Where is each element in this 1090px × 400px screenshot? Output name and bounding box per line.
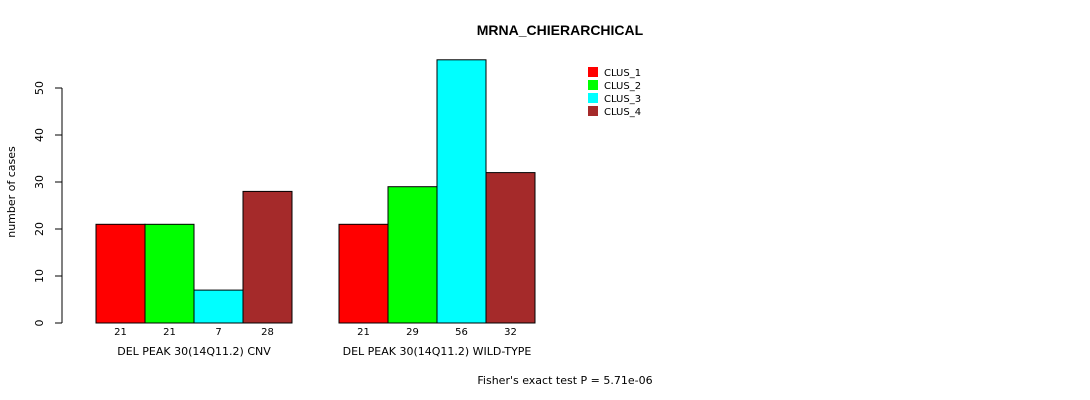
bar — [387, 186, 438, 324]
legend-label: CLUS_3 — [604, 94, 641, 105]
bar — [144, 223, 195, 324]
bar — [485, 172, 536, 324]
legend-swatch — [588, 93, 598, 103]
bar-value-label: 21 — [357, 327, 370, 338]
legend: CLUS_1 CLUS_2 CLUS_3 CLUS_4 — [588, 67, 641, 118]
footnote: Fisher's exact test P = 5.71e-06 — [477, 374, 652, 387]
bar-value-label: 7 — [215, 327, 221, 338]
group-label: DEL PEAK 30(14Q11.2) WILD-TYPE — [343, 345, 532, 358]
bar — [338, 223, 389, 324]
bar — [95, 223, 146, 324]
bar — [193, 289, 244, 324]
bar-value-label: 28 — [261, 327, 274, 338]
y-tick-label: 50 — [33, 81, 46, 95]
group-labels: DEL PEAK 30(14Q11.2) CNV DEL PEAK 30(14Q1… — [117, 345, 531, 358]
bar-value-label: 56 — [455, 327, 468, 338]
legend-label: CLUS_4 — [604, 107, 641, 118]
bar-value-label: 29 — [406, 327, 419, 338]
y-tick-label: 0 — [33, 320, 46, 327]
bar — [242, 190, 293, 324]
bar-value-label: 32 — [504, 327, 517, 338]
legend-label: CLUS_1 — [604, 68, 641, 79]
legend-swatch — [588, 80, 598, 90]
y-tick-label: 20 — [33, 222, 46, 236]
group-label: DEL PEAK 30(14Q11.2) CNV — [117, 345, 271, 358]
bars — [95, 59, 536, 324]
bar — [436, 59, 487, 324]
y-tick-label: 30 — [33, 175, 46, 189]
y-axis: 0 10 20 30 40 50 — [33, 81, 63, 327]
bar-value-label: 21 — [163, 327, 176, 338]
bar-value-label: 21 — [114, 327, 127, 338]
legend-swatch — [588, 67, 598, 77]
y-tick-label: 10 — [33, 269, 46, 283]
y-axis-label: number of cases — [5, 146, 18, 238]
chart-title: MRNA_CHIERARCHICAL — [477, 22, 644, 38]
y-tick-label: 40 — [33, 128, 46, 142]
legend-swatch — [588, 106, 598, 116]
legend-label: CLUS_2 — [604, 81, 641, 92]
bar-labels: 21 21 7 28 21 29 56 32 — [114, 327, 517, 338]
